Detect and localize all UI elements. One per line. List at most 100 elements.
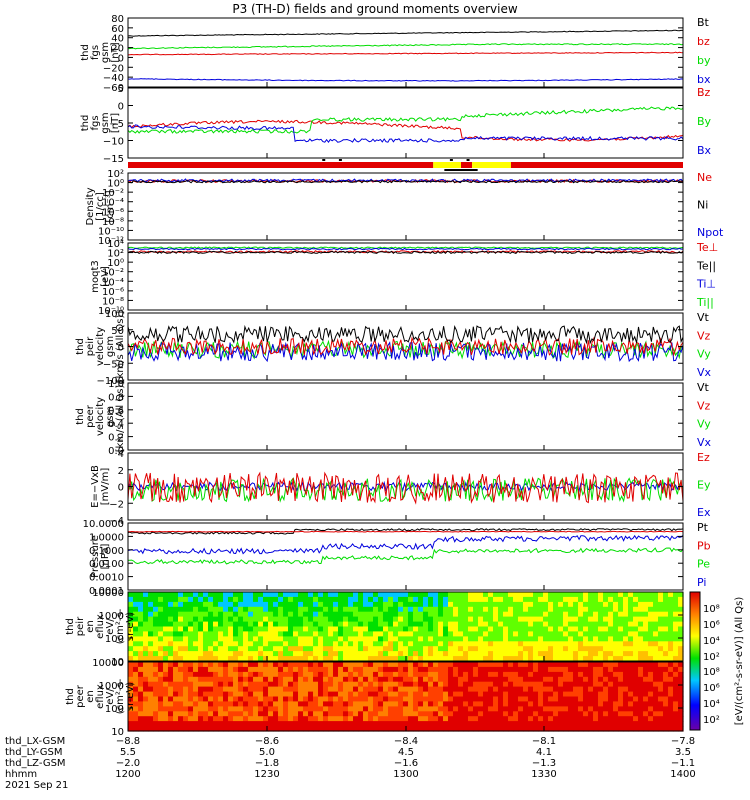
spectrogram-cell — [553, 691, 559, 698]
spectrogram-cell — [163, 716, 169, 722]
spectrogram-cell — [668, 596, 674, 603]
y-label-line: [nPa] — [100, 543, 111, 569]
spectrogram-cell — [188, 596, 194, 603]
spectrogram-cell — [633, 651, 639, 657]
spectrogram-cell — [408, 646, 414, 652]
spectrogram-cell — [618, 611, 624, 618]
spectrogram-cell — [348, 662, 354, 668]
spectrogram-cell — [458, 706, 464, 712]
spectrogram-cell — [303, 601, 309, 608]
spectrogram-cell — [183, 676, 189, 683]
spectrogram-cell — [358, 596, 364, 603]
spectrogram-cell — [193, 721, 199, 727]
spectrogram-cell — [328, 691, 334, 698]
spectrogram-cell — [393, 641, 399, 647]
spectrogram-cell — [223, 646, 229, 652]
spectrogram-cell — [593, 701, 599, 707]
spectrogram-cell — [523, 726, 529, 732]
spectrogram-cell — [278, 696, 284, 702]
spectrogram-cell — [623, 721, 629, 727]
spectrogram-cell — [483, 606, 489, 613]
spectrogram-cell — [628, 726, 634, 732]
spectrogram-cell — [258, 662, 264, 668]
spectrogram-cell — [193, 716, 199, 722]
spectrogram-cell — [228, 592, 234, 598]
spectrogram-cell — [388, 656, 394, 662]
spectrogram-cell — [623, 706, 629, 712]
spectrogram-cell — [153, 631, 159, 637]
spectrogram-cell — [283, 666, 289, 673]
spectrogram-cell — [523, 706, 529, 712]
spectrogram-cell — [233, 636, 239, 642]
spectrogram-cell — [433, 646, 439, 652]
spectrogram-cell — [188, 686, 194, 693]
spectrogram-cell — [143, 606, 149, 613]
spectrogram-cell — [413, 621, 419, 628]
spectrogram-cell — [423, 681, 429, 688]
spectrogram-cell — [473, 666, 479, 673]
spectrogram-cell — [558, 662, 564, 668]
spectrogram-cell — [313, 641, 319, 647]
spectrogram-cell — [293, 701, 299, 707]
spectrogram-cell — [158, 701, 164, 707]
spectrogram-cell — [368, 641, 374, 647]
spectrogram-cell — [678, 631, 684, 637]
spectrogram-cell — [483, 726, 489, 732]
spectrogram-cell — [583, 631, 589, 637]
spectrogram-cell — [378, 626, 384, 632]
spectrogram-cell — [153, 596, 159, 603]
spectrogram-cell — [568, 711, 574, 717]
spectrogram-cell — [263, 626, 269, 632]
spectrogram-cell — [323, 621, 329, 628]
spectrogram-cell — [368, 726, 374, 732]
spectrogram-cell — [248, 716, 254, 722]
spectrogram-cell — [438, 636, 444, 642]
spectrogram-cell — [308, 646, 314, 652]
spectrogram-cell — [388, 601, 394, 608]
spectrogram-cell — [468, 681, 474, 688]
spectrogram-cell — [153, 696, 159, 702]
spectrogram-cell — [243, 592, 249, 598]
spectrogram-cell — [598, 671, 604, 678]
spectrogram-cell — [278, 626, 284, 632]
spectrogram-cell — [568, 686, 574, 693]
spectrogram-cell — [223, 691, 229, 698]
spectrogram-cell — [348, 631, 354, 637]
spectrogram-cell — [678, 662, 684, 668]
spectrogram-cell — [168, 646, 174, 652]
spectrogram-cell — [278, 706, 284, 712]
spectrogram-cell — [658, 706, 664, 712]
spectrogram-cell — [448, 676, 454, 683]
spectrogram-cell — [608, 626, 614, 632]
spectrogram-cell — [643, 701, 649, 707]
spectrogram-cell — [488, 626, 494, 632]
spectrogram-cell — [358, 721, 364, 727]
spectrogram-cell — [313, 601, 319, 608]
spectrogram-cell — [308, 716, 314, 722]
spectrogram-cell — [128, 626, 134, 632]
spectrogram-cell — [318, 671, 324, 678]
spectrogram-cell — [313, 611, 319, 618]
trace-red — [127, 336, 684, 357]
spectrogram-cell — [273, 696, 279, 702]
spectrogram-cell — [653, 636, 659, 642]
spectrogram-cell — [388, 696, 394, 702]
spectrogram-cell — [583, 616, 589, 623]
spectrogram-cell — [203, 686, 209, 693]
spectrogram-cell — [303, 646, 309, 652]
spectrogram-cell — [233, 651, 239, 657]
spectrogram-cell — [543, 651, 549, 657]
spectrogram-cell — [273, 686, 279, 693]
spectrogram-cell — [128, 611, 134, 618]
spectrogram-cell — [563, 706, 569, 712]
spectrogram-cell — [363, 721, 369, 727]
colorbar-tick: 10² — [703, 652, 720, 663]
spectrogram-cell — [153, 646, 159, 652]
spectrogram-cell — [373, 646, 379, 652]
spectrogram-cell — [453, 641, 459, 647]
spectrogram-cell — [553, 686, 559, 693]
spectrogram-cell — [548, 641, 554, 647]
spectrogram-cell — [588, 711, 594, 717]
spectrogram-cell — [128, 711, 134, 717]
